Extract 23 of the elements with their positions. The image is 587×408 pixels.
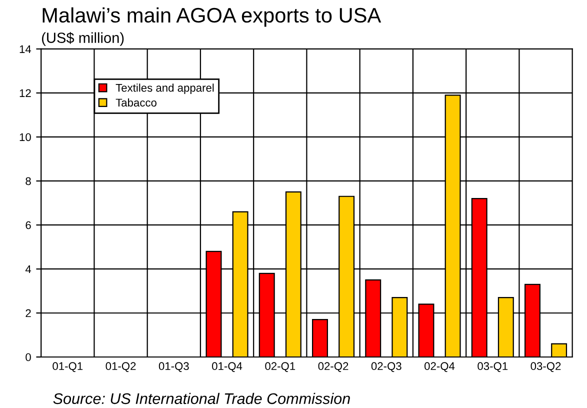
x-tick-label: 02-Q4 (424, 362, 455, 372)
x-tick-label: 03-Q1 (478, 362, 508, 372)
x-tick-label: 01-Q1 (52, 362, 83, 372)
y-tick-label: 2 (26, 309, 31, 318)
x-tick-label: 01-Q3 (158, 362, 189, 372)
y-tick-label: 10 (20, 133, 31, 142)
y-tick-label: 6 (26, 221, 31, 230)
chart-title: Malawi’s main AGOA exports to USA (42, 7, 382, 27)
x-tick-label: 01-Q2 (106, 362, 136, 372)
y-tick-label: 12 (20, 89, 31, 97)
x-tick-label: 02-Q1 (265, 362, 296, 372)
y-tick-label: 8 (26, 177, 31, 186)
x-tick-label: 02-Q2 (318, 362, 348, 372)
x-tick-label: 02-Q3 (371, 362, 402, 372)
source-note: Source: US International Trade Commission (53, 392, 350, 404)
chart-subtitle: (US$ million) (42, 32, 124, 46)
y-tick-label: 0 (26, 353, 31, 362)
x-tick-label: 01-Q4 (212, 362, 242, 372)
x-tick-label: 03-Q2 (530, 362, 561, 372)
legend-label: Tabacco (116, 98, 156, 107)
y-tick-label: 14 (20, 45, 32, 53)
legend-label: Textiles and apparel (116, 84, 214, 94)
y-tick-label: 4 (25, 265, 32, 274)
